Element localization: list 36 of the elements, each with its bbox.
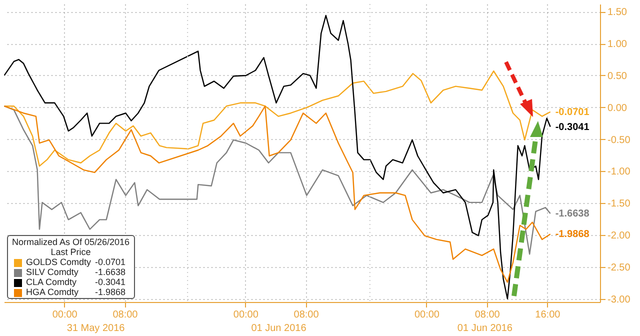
data-label: -1.9868 [555,229,590,240]
y-tick-label: 0.00 [608,102,628,114]
x-tick-label: 00:00 [52,310,78,320]
line-series [4,70,551,167]
y-tick-label: -2.50 [608,262,631,274]
text: -1.9868 [95,287,126,297]
y-tick-label: -2.00 [608,230,631,242]
text: -1.6638 [95,267,126,277]
text: 31 May 2016 [66,323,126,334]
x-tick-label: 08:00 [112,310,138,320]
x-tick-label: 00:00 [233,310,259,320]
legend-title: Normalized As Of 05/26/2016 [12,237,130,247]
y-tick-label: -1.00 [608,166,631,178]
legend-label: SILV Comdty [25,267,80,277]
y-tick-label: -1.50 [608,198,631,210]
x-tick-label: 08:00 [294,310,320,320]
x-tick-label: 08:00 [474,310,500,320]
text: -0.3041 [95,277,126,287]
text: 01 Jun 2016 [251,323,307,334]
legend-label: CLA Comdty [25,277,78,287]
y-tick-label: 1.50 [608,7,628,18]
line-series [4,14,551,300]
y-tick-label: -0.50 [608,134,631,146]
y-tick-label: 0.50 [608,70,628,82]
data-label: -1.6638 [555,208,590,220]
x-tick-label: 16:00 [535,310,561,320]
legend-label: GOLDS Comdty [25,257,92,267]
x-tick-label: 00:00 [414,310,440,320]
legend-label: HGA Comdty [25,287,80,297]
y-tick-label: 1.00 [608,39,628,50]
data-label: -0.3041 [555,122,590,133]
data-label: -0.0701 [555,106,590,118]
annotation: Last Price [50,247,92,257]
text: -0.0701 [95,257,126,267]
text: 01 Jun 2016 [457,323,513,334]
y-tick-label: -3.00 [608,294,631,306]
